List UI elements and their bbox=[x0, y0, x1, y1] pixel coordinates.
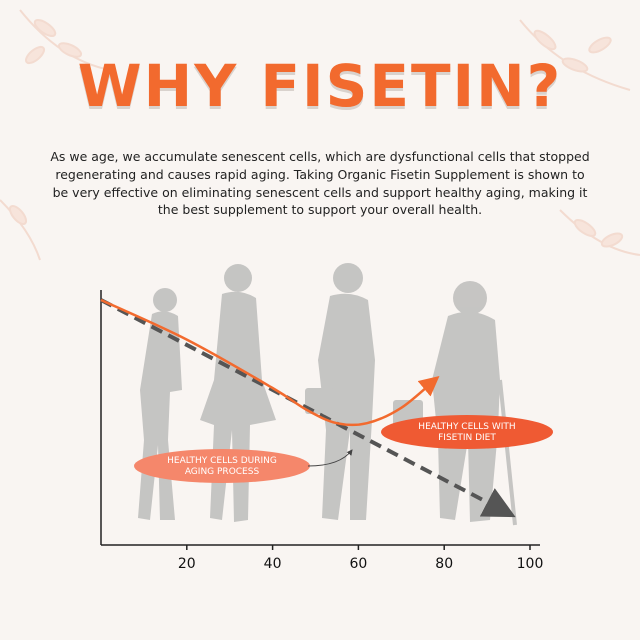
annotation-fisetin-line1: HEALTHY CELLS WITH bbox=[418, 422, 515, 432]
x-ticks: 20 40 60 80 100 bbox=[178, 545, 543, 572]
x-tick-label: 100 bbox=[517, 556, 544, 572]
annotation-fisetin-line2: FISETIN DIET bbox=[438, 433, 496, 443]
elder-silhouette bbox=[393, 281, 517, 526]
fisetin-chart: 20 40 60 80 100 HEALTHY CELLS DURING AGING P… bbox=[100, 263, 553, 572]
x-tick-label: 20 bbox=[178, 556, 196, 572]
annotation-aging-line2: AGING PROCESS bbox=[185, 467, 260, 477]
x-tick-label: 80 bbox=[435, 556, 453, 572]
teen-silhouette bbox=[200, 264, 276, 522]
annotation-arrow-small bbox=[307, 449, 353, 467]
x-tick-label: 60 bbox=[349, 556, 367, 572]
annotation-aging-process: HEALTHY CELLS DURING AGING PROCESS bbox=[134, 449, 353, 483]
series-healthy-cells-fisetin bbox=[100, 298, 440, 427]
intro-paragraph: As we age, we accumulate senescent cells… bbox=[50, 149, 590, 218]
series-healthy-cells-aging bbox=[100, 298, 516, 518]
x-tick-label: 40 bbox=[264, 556, 282, 572]
annotation-aging-line1: HEALTHY CELLS DURING bbox=[167, 456, 277, 466]
adult-silhouette bbox=[305, 263, 375, 520]
annotation-fisetin-diet: HEALTHY CELLS WITH FISETIN DIET bbox=[381, 415, 553, 449]
page-title: WHY FISETIN? bbox=[77, 52, 563, 120]
